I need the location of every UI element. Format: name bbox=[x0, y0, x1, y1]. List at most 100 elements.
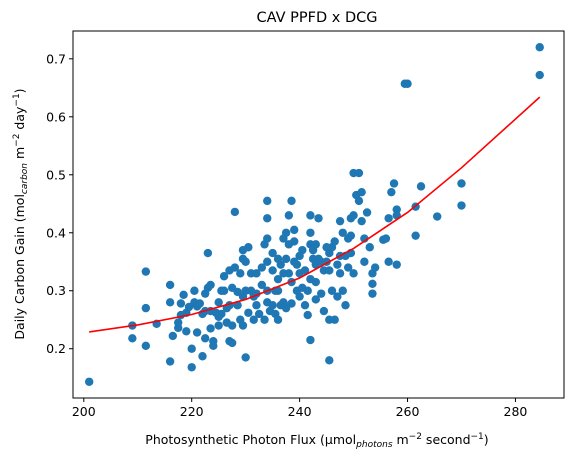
data-point bbox=[343, 263, 353, 272]
data-point bbox=[284, 211, 294, 220]
data-point bbox=[335, 269, 345, 278]
data-point bbox=[384, 214, 393, 223]
data-point bbox=[276, 260, 285, 269]
data-point bbox=[249, 315, 258, 324]
data-point bbox=[141, 267, 151, 276]
x-tick-label: 240 bbox=[288, 404, 312, 419]
x-axis-label: Photosynthetic Photon Flux (µmolphotons … bbox=[145, 432, 488, 450]
data-point bbox=[306, 335, 315, 345]
data-point bbox=[300, 266, 310, 275]
data-point bbox=[535, 70, 544, 80]
data-point bbox=[179, 290, 188, 299]
data-point bbox=[233, 301, 242, 310]
data-point bbox=[306, 228, 315, 237]
data-point bbox=[206, 280, 215, 290]
data-point bbox=[214, 298, 223, 307]
data-point bbox=[252, 301, 261, 310]
y-tick-label: 0.2 bbox=[46, 341, 66, 356]
x-axis: 200 220 240 260 280 bbox=[72, 398, 528, 419]
data-point bbox=[387, 187, 396, 197]
chart-title: CAV PPFD x DCG bbox=[257, 10, 378, 26]
data-point bbox=[357, 216, 366, 226]
y-tick-label: 0.3 bbox=[46, 283, 66, 298]
data-point bbox=[241, 353, 250, 362]
data-point bbox=[165, 298, 175, 307]
data-point bbox=[416, 182, 426, 191]
data-point bbox=[190, 286, 199, 295]
data-point bbox=[268, 266, 277, 275]
data-point bbox=[206, 324, 215, 333]
x-tick-label: 280 bbox=[504, 404, 528, 419]
data-point bbox=[457, 201, 466, 210]
data-point bbox=[325, 356, 334, 365]
data-point bbox=[230, 207, 240, 217]
data-point bbox=[319, 306, 329, 316]
plot-frame bbox=[72, 30, 565, 399]
y-tick-label: 0.5 bbox=[46, 167, 66, 182]
data-point bbox=[168, 331, 178, 341]
data-point bbox=[535, 43, 544, 52]
data-point bbox=[295, 292, 304, 301]
data-point bbox=[368, 279, 377, 288]
data-point bbox=[457, 179, 466, 188]
data-point bbox=[192, 328, 202, 337]
data-point bbox=[316, 289, 326, 298]
data-point bbox=[292, 260, 302, 269]
data-point bbox=[403, 79, 412, 88]
y-tick-label: 0.7 bbox=[46, 51, 66, 66]
data-point bbox=[263, 214, 272, 223]
data-point bbox=[195, 299, 204, 308]
data-point bbox=[287, 299, 296, 308]
y-axis: 0.2 0.3 0.4 0.5 0.6 0.7 bbox=[46, 51, 73, 356]
data-point bbox=[338, 228, 347, 237]
data-point bbox=[268, 301, 277, 310]
data-point bbox=[257, 280, 267, 290]
data-point bbox=[227, 321, 237, 330]
data-point bbox=[327, 286, 337, 295]
data-point bbox=[209, 341, 218, 351]
data-point bbox=[128, 334, 137, 343]
data-point bbox=[357, 187, 366, 197]
data-point bbox=[236, 269, 245, 278]
data-point bbox=[333, 292, 342, 301]
data-point bbox=[165, 280, 175, 290]
data-point bbox=[176, 299, 186, 308]
y-tick-label: 0.4 bbox=[46, 225, 66, 240]
data-point bbox=[325, 266, 334, 275]
data-point bbox=[260, 315, 269, 324]
data-point bbox=[187, 363, 196, 372]
data-point bbox=[360, 257, 369, 266]
x-tick-label: 260 bbox=[396, 404, 420, 419]
data-point bbox=[219, 286, 229, 295]
data-point bbox=[214, 321, 223, 330]
data-point bbox=[263, 234, 272, 243]
data-point bbox=[257, 263, 267, 272]
data-point bbox=[311, 277, 321, 287]
data-point bbox=[268, 248, 277, 258]
data-point bbox=[392, 205, 401, 214]
data-point bbox=[303, 286, 312, 295]
data-point bbox=[338, 286, 347, 295]
data-point bbox=[303, 310, 312, 320]
fit-line bbox=[89, 96, 541, 333]
data-point bbox=[263, 196, 272, 206]
data-point bbox=[241, 257, 250, 266]
data-point bbox=[165, 357, 175, 366]
data-point bbox=[254, 309, 264, 319]
data-point bbox=[341, 301, 350, 310]
data-point bbox=[230, 263, 240, 272]
data-point bbox=[298, 245, 307, 255]
data-point bbox=[392, 260, 401, 269]
data-point bbox=[203, 248, 213, 258]
data-point bbox=[217, 309, 226, 319]
data-point bbox=[433, 212, 442, 221]
data-point bbox=[306, 211, 315, 220]
data-point bbox=[244, 308, 253, 317]
data-point bbox=[362, 208, 372, 217]
data-point bbox=[198, 352, 207, 361]
data-point bbox=[273, 286, 283, 295]
data-point bbox=[187, 344, 196, 353]
data-point bbox=[349, 269, 358, 278]
data-point bbox=[141, 303, 151, 313]
